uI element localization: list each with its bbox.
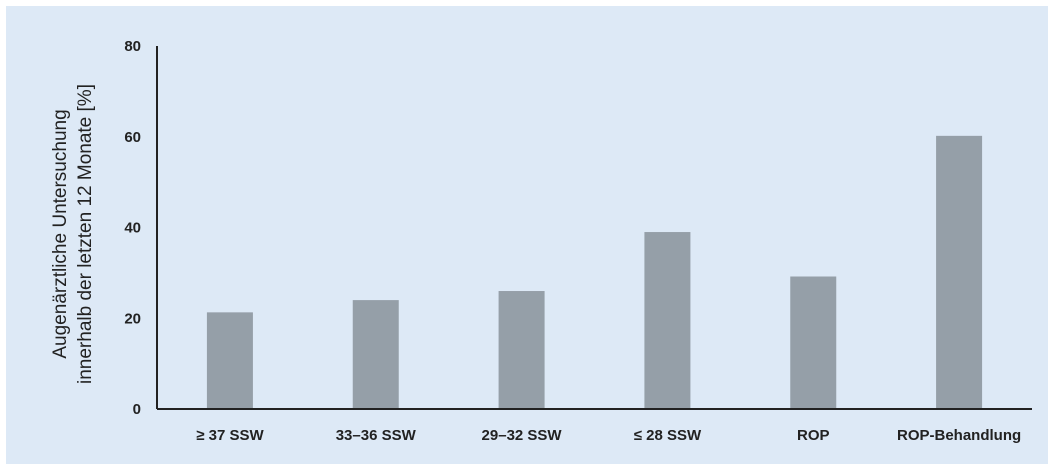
x-category-label: ≤ 28 SSW — [634, 427, 702, 444]
bar-chart: Augenärztliche Untersuchung innerhalb de… — [50, 38, 1032, 444]
bar — [936, 135, 983, 409]
y-axis-title-line-2: innerhalb der letzten 12 Monate [%] — [75, 84, 96, 384]
bar — [206, 312, 253, 409]
y-tick-label: 60 — [124, 129, 141, 146]
bar — [352, 300, 399, 409]
chart-panel: Augenärztliche Untersuchung innerhalb de… — [6, 6, 1048, 464]
bar — [790, 276, 837, 409]
y-tick-label: 20 — [124, 310, 141, 327]
bars — [206, 135, 983, 409]
bar — [644, 232, 691, 409]
y-axis-title-line-1: Augenärztliche Untersuchung — [50, 109, 71, 358]
x-category-label: ≥ 37 SSW — [196, 427, 264, 444]
y-axis-title: Augenärztliche Untersuchung innerhalb de… — [50, 84, 96, 384]
y-tick-label: 40 — [124, 220, 141, 237]
y-axis-ticks: 0 20 40 60 80 — [124, 38, 141, 418]
x-category-label: 33–36 SSW — [336, 427, 417, 444]
x-category-label: ROP — [797, 427, 830, 444]
x-category-label: ROP-Behandlung — [897, 427, 1021, 444]
bar — [498, 291, 545, 409]
x-axis-labels: ≥ 37 SSW 33–36 SSW 29–32 SSW ≤ 28 SSW ROP ROP… — [196, 427, 1021, 444]
y-tick-label: 0 — [133, 401, 141, 418]
x-category-label: 29–32 SSW — [482, 427, 563, 444]
y-tick-label: 80 — [124, 38, 141, 55]
